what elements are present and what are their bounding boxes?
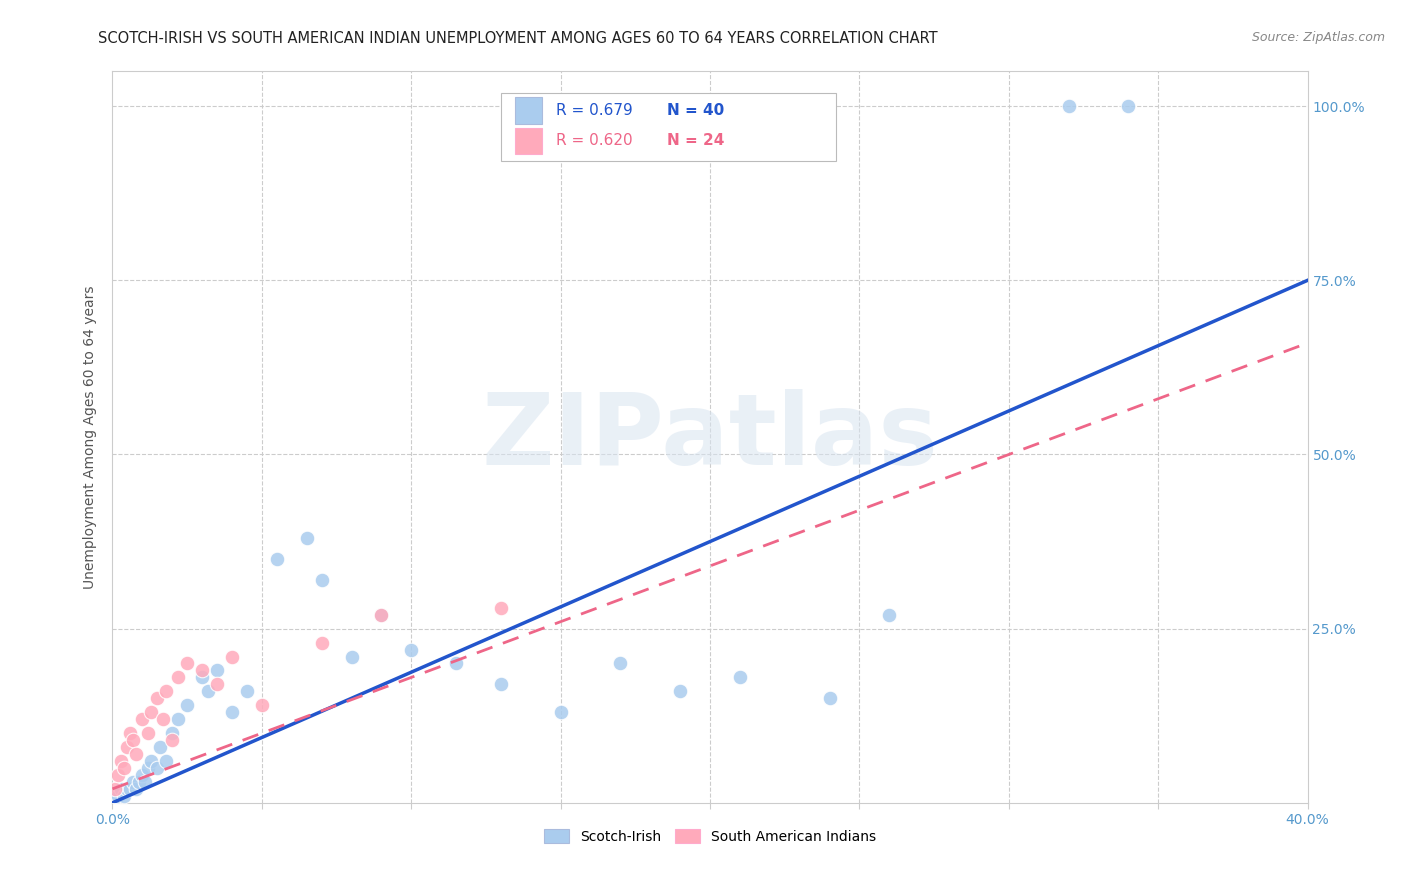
Text: R = 0.620: R = 0.620 xyxy=(555,133,633,148)
Point xyxy=(609,657,631,671)
Point xyxy=(155,754,177,768)
Point xyxy=(167,712,190,726)
Point xyxy=(104,789,127,803)
Point xyxy=(122,775,145,789)
Point xyxy=(236,684,259,698)
Point xyxy=(110,754,132,768)
Point xyxy=(152,712,174,726)
Point xyxy=(114,789,135,803)
Point xyxy=(155,684,177,698)
Point xyxy=(107,768,129,782)
Point xyxy=(728,670,751,684)
Point xyxy=(221,649,243,664)
Point xyxy=(138,761,160,775)
Point xyxy=(117,740,139,755)
Point xyxy=(146,761,169,775)
Point xyxy=(197,684,219,698)
Text: SCOTCH-IRISH VS SOUTH AMERICAN INDIAN UNEMPLOYMENT AMONG AGES 60 TO 64 YEARS COR: SCOTCH-IRISH VS SOUTH AMERICAN INDIAN UN… xyxy=(98,31,938,46)
Point xyxy=(167,670,190,684)
Point xyxy=(370,607,392,622)
Point xyxy=(122,733,145,747)
Point xyxy=(489,677,512,691)
Point xyxy=(146,691,169,706)
Point xyxy=(131,768,153,782)
Point xyxy=(550,705,572,719)
Point xyxy=(191,664,214,678)
Point xyxy=(311,635,333,649)
Point xyxy=(131,712,153,726)
Point xyxy=(134,775,156,789)
Point xyxy=(149,740,172,755)
Point xyxy=(205,664,228,678)
Point xyxy=(162,733,183,747)
Bar xyxy=(515,128,541,153)
Point xyxy=(221,705,243,719)
Point xyxy=(107,789,129,803)
Text: N = 40: N = 40 xyxy=(666,103,724,118)
Point xyxy=(162,726,183,740)
Text: ZIPatlas: ZIPatlas xyxy=(482,389,938,485)
Bar xyxy=(515,97,541,124)
Point xyxy=(444,657,467,671)
Point xyxy=(818,691,841,706)
Point xyxy=(266,552,288,566)
Point xyxy=(110,781,132,796)
Point xyxy=(205,677,228,691)
Point xyxy=(125,747,148,761)
Point xyxy=(669,684,692,698)
Point xyxy=(401,642,423,657)
Text: R = 0.679: R = 0.679 xyxy=(555,103,633,118)
Point xyxy=(340,649,363,664)
Point xyxy=(138,726,160,740)
Point xyxy=(176,657,198,671)
Point xyxy=(1118,99,1140,113)
Point xyxy=(1057,99,1080,113)
Point xyxy=(120,726,142,740)
Point xyxy=(120,781,142,796)
FancyBboxPatch shape xyxy=(501,94,835,161)
Point xyxy=(295,531,318,545)
Point xyxy=(191,670,214,684)
Point xyxy=(176,698,198,713)
Text: Source: ZipAtlas.com: Source: ZipAtlas.com xyxy=(1251,31,1385,45)
Point xyxy=(125,781,148,796)
Point xyxy=(128,775,150,789)
Y-axis label: Unemployment Among Ages 60 to 64 years: Unemployment Among Ages 60 to 64 years xyxy=(83,285,97,589)
Point xyxy=(141,754,163,768)
Point xyxy=(311,573,333,587)
Point xyxy=(879,607,901,622)
Point xyxy=(114,761,135,775)
Point xyxy=(250,698,273,713)
Point xyxy=(141,705,163,719)
Point xyxy=(117,781,139,796)
Point xyxy=(104,781,127,796)
Text: N = 24: N = 24 xyxy=(666,133,724,148)
Point xyxy=(370,607,392,622)
Point xyxy=(489,600,512,615)
Legend: Scotch-Irish, South American Indians: Scotch-Irish, South American Indians xyxy=(537,822,883,851)
